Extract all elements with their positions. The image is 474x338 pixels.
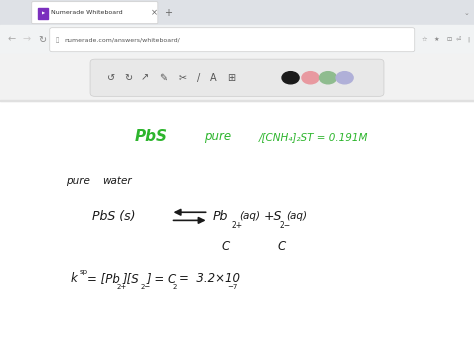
Text: (aq): (aq) — [286, 211, 307, 221]
Bar — [0, 25, 474, 54]
Text: 2: 2 — [172, 284, 176, 290]
Text: pure: pure — [66, 176, 90, 186]
Text: ][S: ][S — [123, 272, 139, 285]
Text: ☆: ☆ — [421, 37, 427, 42]
Text: +S: +S — [264, 210, 283, 223]
Text: ↻: ↻ — [38, 35, 46, 45]
Text: sp: sp — [79, 269, 87, 275]
Text: /: / — [197, 73, 200, 83]
Text: pure: pure — [204, 130, 231, 143]
Text: ✎: ✎ — [159, 73, 168, 83]
Text: ★: ★ — [434, 37, 439, 42]
Text: numerade.com/answers/whiteboard/: numerade.com/answers/whiteboard/ — [64, 37, 180, 42]
Bar — [0, 100, 474, 101]
Text: +: + — [164, 7, 172, 18]
Text: (aq): (aq) — [239, 211, 260, 221]
Circle shape — [282, 72, 299, 84]
Text: ⊞: ⊞ — [227, 73, 236, 83]
FancyBboxPatch shape — [90, 59, 384, 96]
Text: ] = C: ] = C — [147, 272, 177, 285]
Text: water: water — [102, 176, 131, 186]
Text: = [Pb: = [Pb — [87, 272, 119, 285]
Text: ←: ← — [7, 35, 15, 45]
Text: 2+: 2+ — [116, 284, 127, 290]
Text: ⊡: ⊡ — [447, 37, 452, 42]
Text: Numerade Whiteboard: Numerade Whiteboard — [51, 10, 123, 15]
Text: ✂: ✂ — [178, 73, 187, 83]
Text: ↻: ↻ — [124, 73, 132, 83]
Bar — [0, 54, 474, 101]
Text: ⏎: ⏎ — [456, 37, 462, 42]
Text: ×: × — [151, 8, 157, 17]
Text: PbS: PbS — [135, 129, 168, 144]
Text: 🔒: 🔒 — [56, 37, 59, 43]
Text: k: k — [70, 272, 77, 285]
Text: =  3.2×10: = 3.2×10 — [179, 272, 240, 285]
Text: ↺: ↺ — [107, 73, 116, 83]
Bar — [38, 8, 48, 19]
Text: ↗: ↗ — [140, 73, 149, 83]
Text: 2+: 2+ — [231, 221, 242, 230]
Text: |: | — [467, 37, 469, 43]
Text: C: C — [277, 240, 285, 253]
Text: ▶: ▶ — [42, 12, 45, 16]
Text: ⌄: ⌄ — [464, 9, 469, 16]
Text: PbS (s): PbS (s) — [92, 210, 136, 223]
Circle shape — [302, 72, 319, 84]
Text: 2−: 2− — [140, 284, 151, 290]
FancyBboxPatch shape — [50, 28, 415, 52]
Text: /[CNH₄]₂ST = 0.191M: /[CNH₄]₂ST = 0.191M — [258, 132, 368, 142]
Text: A: A — [210, 73, 217, 83]
Text: 2−: 2− — [279, 221, 290, 230]
Circle shape — [319, 72, 337, 84]
Text: →: → — [23, 35, 31, 45]
Text: Pb: Pb — [212, 210, 228, 223]
Bar — [0, 0, 474, 25]
FancyBboxPatch shape — [32, 2, 158, 24]
Circle shape — [336, 72, 353, 84]
Text: −7: −7 — [228, 284, 238, 290]
Text: C: C — [222, 240, 230, 253]
